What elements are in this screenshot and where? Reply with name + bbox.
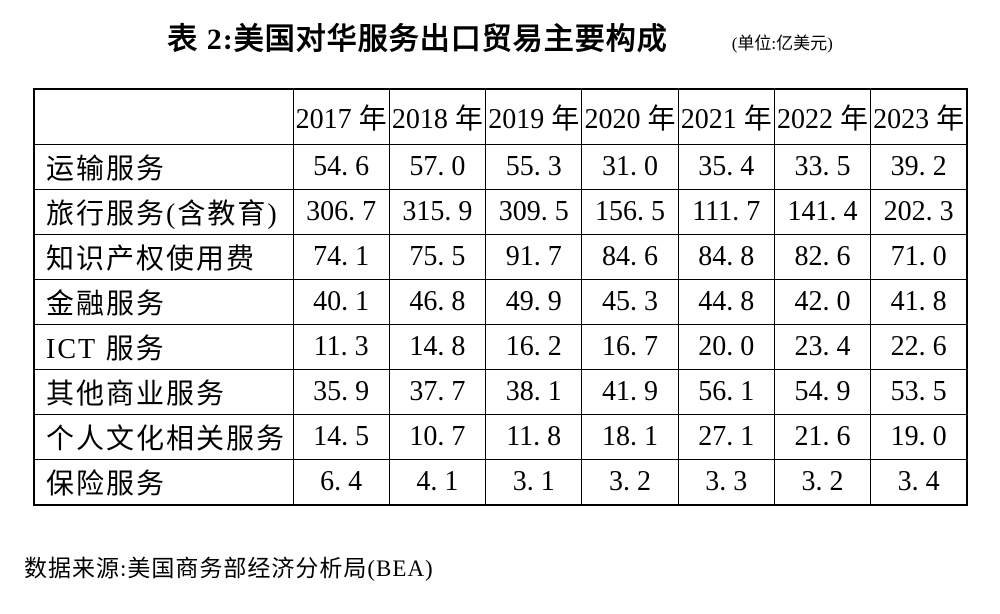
- value-cell: 45. 3: [581, 279, 679, 325]
- value-cell: 10. 7: [388, 414, 487, 460]
- value-cell: 141. 4: [773, 189, 872, 235]
- value-cell: 156. 5: [581, 189, 679, 235]
- value-cell: 315. 9: [388, 189, 487, 235]
- value-cell: 91. 7: [485, 234, 583, 280]
- table-title: 表 2:美国对华服务出口贸易主要构成: [167, 23, 668, 56]
- value-cell: 38. 1: [485, 369, 583, 415]
- value-cell: 22. 6: [870, 324, 968, 370]
- value-cell: 3. 2: [581, 459, 679, 506]
- table-row: ICT 服务 11. 3 14. 8 16. 2 16. 7 20. 0 23. 4 22. …: [33, 324, 968, 370]
- row-label: 运输服务: [33, 144, 294, 190]
- value-cell: 54. 6: [292, 144, 390, 190]
- value-cell: 19. 0: [870, 414, 968, 460]
- value-cell: 37. 7: [388, 369, 487, 415]
- year-column-header: 2020 年: [581, 88, 679, 145]
- value-cell: 3. 3: [677, 459, 775, 506]
- value-cell: 31. 0: [581, 144, 679, 190]
- value-cell: 23. 4: [773, 324, 872, 370]
- value-cell: 84. 6: [581, 234, 679, 280]
- value-cell: 4. 1: [388, 459, 487, 506]
- value-cell: 46. 8: [388, 279, 487, 325]
- row-label: 旅行服务(含教育): [33, 189, 294, 235]
- value-cell: 39. 2: [870, 144, 968, 190]
- value-cell: 35. 9: [292, 369, 390, 415]
- value-cell: 306. 7: [292, 189, 390, 235]
- value-cell: 54. 9: [773, 369, 872, 415]
- table-row: 知识产权使用费 74. 1 75. 5 91. 7 84. 6 84. 8 82. 6 71.…: [33, 234, 968, 280]
- row-label: 知识产权使用费: [33, 234, 294, 280]
- value-cell: 111. 7: [677, 189, 775, 235]
- value-cell: 40. 1: [292, 279, 390, 325]
- value-cell: 14. 5: [292, 414, 390, 460]
- table-title-row: 表 2:美国对华服务出口贸易主要构成 (单位:亿美元): [0, 14, 1000, 58]
- value-cell: 84. 8: [677, 234, 775, 280]
- year-column-header: 2021 年: [677, 88, 775, 145]
- year-column-header: 2023 年: [870, 88, 968, 145]
- table-row: 金融服务 40. 1 46. 8 49. 9 45. 3 44. 8 42. 0 41. 8: [33, 279, 968, 325]
- value-cell: 11. 3: [292, 324, 390, 370]
- year-column-header: 2022 年: [773, 88, 872, 145]
- row-label: 其他商业服务: [33, 369, 294, 415]
- value-cell: 16. 7: [581, 324, 679, 370]
- table-header: 2017 年 2018 年 2019 年 2020 年 2021 年 2022 年 2023…: [33, 88, 968, 145]
- value-cell: 3. 1: [485, 459, 583, 506]
- value-cell: 35. 4: [677, 144, 775, 190]
- value-cell: 14. 8: [388, 324, 487, 370]
- value-cell: 41. 9: [581, 369, 679, 415]
- table-row: 其他商业服务 35. 9 37. 7 38. 1 41. 9 56. 1 54. 9 53. …: [33, 369, 968, 415]
- value-cell: 11. 8: [485, 414, 583, 460]
- value-cell: 27. 1: [677, 414, 775, 460]
- corner-cell: [33, 88, 294, 145]
- value-cell: 18. 1: [581, 414, 679, 460]
- value-cell: 33. 5: [773, 144, 872, 190]
- value-cell: 53. 5: [870, 369, 968, 415]
- value-cell: 74. 1: [292, 234, 390, 280]
- value-cell: 42. 0: [773, 279, 872, 325]
- value-cell: 71. 0: [870, 234, 968, 280]
- table-row: 个人文化相关服务 14. 5 10. 7 11. 8 18. 1 27. 1 21. 6 19…: [33, 414, 968, 460]
- value-cell: 21. 6: [773, 414, 872, 460]
- value-cell: 75. 5: [388, 234, 487, 280]
- value-cell: 309. 5: [485, 189, 583, 235]
- value-cell: 20. 0: [677, 324, 775, 370]
- table-row: 运输服务 54. 6 57. 0 55. 3 31. 0 35. 4 33. 5 39. 2: [33, 144, 968, 190]
- unit-note: (单位:亿美元): [731, 34, 833, 53]
- year-column-header: 2017 年: [292, 88, 390, 145]
- year-column-header: 2019 年: [485, 88, 583, 145]
- year-column-header: 2018 年: [388, 88, 487, 145]
- source-note: 数据来源:美国商务部经济分析局(BEA): [24, 556, 434, 581]
- table-row: 保险服务 6. 4 4. 1 3. 1 3. 2 3. 3 3. 2 3. 4: [33, 459, 968, 506]
- data-table: 2017 年 2018 年 2019 年 2020 年 2021 年 2022 年 2023…: [33, 88, 968, 506]
- value-cell: 44. 8: [677, 279, 775, 325]
- header-row: 2017 年 2018 年 2019 年 2020 年 2021 年 2022 年 2023…: [33, 88, 968, 145]
- value-cell: 16. 2: [485, 324, 583, 370]
- value-cell: 6. 4: [292, 459, 390, 506]
- value-cell: 49. 9: [485, 279, 583, 325]
- row-label: 金融服务: [33, 279, 294, 325]
- row-label: 保险服务: [33, 459, 294, 506]
- value-cell: 57. 0: [388, 144, 487, 190]
- value-cell: 82. 6: [773, 234, 872, 280]
- row-label: 个人文化相关服务: [33, 414, 294, 460]
- value-cell: 56. 1: [677, 369, 775, 415]
- value-cell: 55. 3: [485, 144, 583, 190]
- row-label: ICT 服务: [33, 324, 294, 370]
- value-cell: 41. 8: [870, 279, 968, 325]
- value-cell: 202. 3: [870, 189, 968, 235]
- value-cell: 3. 2: [773, 459, 872, 506]
- value-cell: 3. 4: [870, 459, 968, 506]
